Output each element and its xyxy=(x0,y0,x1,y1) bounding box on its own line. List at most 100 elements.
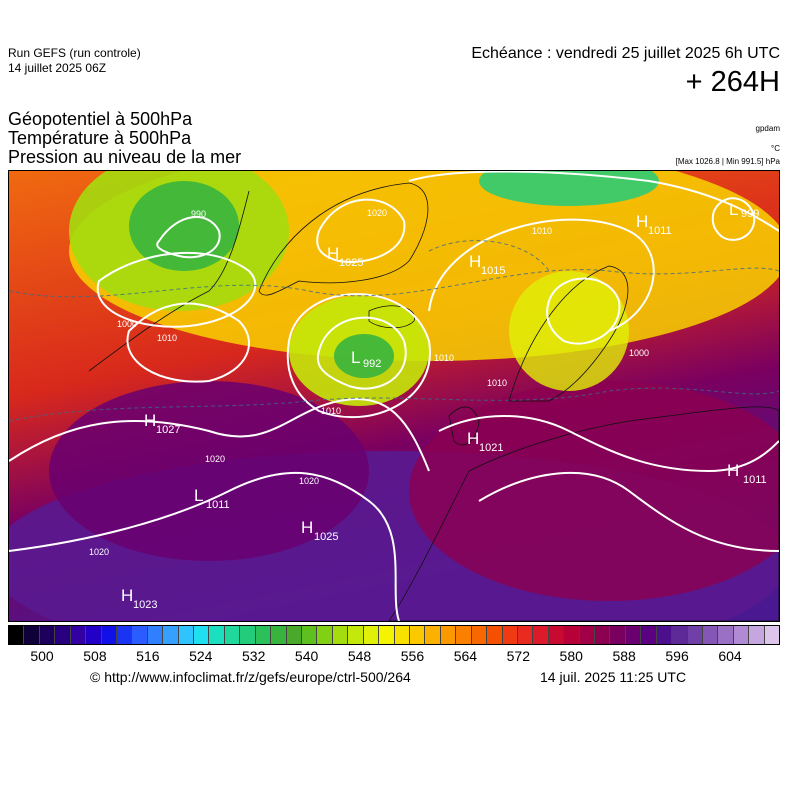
isobar-label: 1010 xyxy=(157,333,177,343)
scale-swatch xyxy=(425,626,441,644)
scale-swatch xyxy=(163,626,179,644)
center-letter: L xyxy=(729,200,738,219)
center-letter: H xyxy=(467,429,479,448)
greenland-coast xyxy=(258,182,429,296)
center-letter: L xyxy=(351,348,360,367)
scale-swatch xyxy=(116,626,133,644)
scale-swatch xyxy=(363,626,380,644)
warm-air-atlantic xyxy=(49,381,369,561)
scale-swatch xyxy=(379,626,395,644)
scale-tick-label: 508 xyxy=(83,648,107,664)
center-letter: H xyxy=(327,244,339,263)
scale-ticks: 500 508 516 524 532 540 548 556 564 572 580 588 596 6… xyxy=(8,648,780,666)
scale-swatch xyxy=(548,626,565,644)
scale-swatch xyxy=(718,626,734,644)
center-letter: H xyxy=(469,252,481,271)
scale-swatch xyxy=(224,626,241,644)
scale-swatch xyxy=(625,626,642,644)
run-label: Run GEFS (run controle) xyxy=(8,46,141,60)
scale-swatch xyxy=(70,626,87,644)
scale-swatch xyxy=(409,626,426,644)
scale-swatch xyxy=(147,626,164,644)
scale-swatch xyxy=(194,626,210,644)
weather-map: H 1027 L 1011 H 1025 H 1023 H 1021 L 992… xyxy=(8,170,780,622)
run-date: 14 juillet 2025 06Z xyxy=(8,61,107,75)
center-value: 1011 xyxy=(206,499,230,511)
scale-swatch xyxy=(39,626,56,644)
forecast-hours: + 264H xyxy=(685,66,780,98)
center-value: 1015 xyxy=(481,265,505,277)
isobar-1000-scandinavia xyxy=(546,277,621,345)
center-value: 1011 xyxy=(648,225,672,237)
isobar-1020-north xyxy=(408,171,779,232)
scale-swatch xyxy=(132,626,148,644)
scale-swatch xyxy=(456,626,472,644)
north-america-coast xyxy=(88,190,250,372)
trough-core-iceland xyxy=(334,334,394,378)
scale-tick-label: 516 xyxy=(136,648,160,664)
isobar-label: 1020 xyxy=(89,547,109,557)
scale-swatch xyxy=(564,626,580,644)
map-canvas: H 1027 L 1011 H 1025 H 1023 H 1021 L 992… xyxy=(9,171,779,621)
scale-swatch xyxy=(9,626,25,644)
scale-swatch xyxy=(286,626,303,644)
trough-core-west xyxy=(129,181,239,271)
scale-swatch xyxy=(641,626,657,644)
geopotential-3 xyxy=(428,240,550,272)
scale-swatch xyxy=(687,626,703,644)
scale-swatch xyxy=(317,626,333,644)
center-value: 1025 xyxy=(314,531,338,543)
scale-swatch xyxy=(178,626,195,644)
trough-scandinavia xyxy=(509,271,629,391)
scale-swatch xyxy=(271,626,287,644)
scale-swatch xyxy=(86,626,102,644)
unit-celsius: °C xyxy=(771,144,780,153)
created-time: 14 juil. 2025 11:25 UTC xyxy=(540,669,687,685)
britain-coast xyxy=(448,406,480,446)
center-letter: H xyxy=(727,461,739,480)
isobar-1020-europe xyxy=(478,471,779,552)
center-letter: H xyxy=(636,212,648,231)
center-value: 1011 xyxy=(743,474,767,486)
isobar-label: 1020 xyxy=(299,476,319,486)
isobar-label: 1010 xyxy=(532,226,552,236)
scale-swatch xyxy=(55,626,71,644)
pressure-centers: H 1027 L 1011 H 1025 H 1023 H 1021 L 992… xyxy=(121,200,767,611)
scale-tick-label: 572 xyxy=(506,648,530,664)
isobars xyxy=(9,171,779,621)
scale-tick-label: 524 xyxy=(189,648,213,664)
scale-tick-label: 596 xyxy=(665,648,689,664)
isobar-label: 1010 xyxy=(321,406,341,416)
isobar-labels: 990 1000 1010 1020 1010 1020 1020 1010 1… xyxy=(89,208,649,557)
center-value: 999 xyxy=(741,208,759,220)
isobar-1010-europe xyxy=(438,415,779,473)
isobar-label: 1020 xyxy=(205,454,225,464)
trough-north xyxy=(479,171,659,206)
center-value: 1023 xyxy=(133,599,157,611)
center-value: 1027 xyxy=(156,424,180,436)
scale-tick-label: 604 xyxy=(718,648,742,664)
scale-tick-label: 556 xyxy=(400,648,425,664)
isobar-1010-iceland xyxy=(286,293,431,419)
warm-air-europe xyxy=(409,381,779,601)
scale-tick-label: 580 xyxy=(559,648,583,664)
center-letter: H xyxy=(144,411,156,430)
isobar-label: 1000 xyxy=(117,319,137,329)
geopotential-1 xyxy=(9,387,779,422)
isobar-1000-west xyxy=(96,251,257,328)
center-letter: H xyxy=(301,518,313,537)
center-letter: H xyxy=(121,586,133,605)
scale-swatch xyxy=(440,626,457,644)
isobar-label: 1010 xyxy=(434,353,454,363)
title-temperature: Température à 500hPa xyxy=(8,128,192,148)
scale-swatch xyxy=(348,626,364,644)
center-value: 992 xyxy=(363,358,381,370)
center-letter: L xyxy=(194,486,203,505)
scale-swatch xyxy=(656,626,673,644)
title-pressure: Pression au niveau de la mer xyxy=(8,147,242,167)
scale-swatch xyxy=(610,626,626,644)
scale-swatch xyxy=(487,626,503,644)
scandinavia-coast xyxy=(508,265,629,402)
scale-swatch xyxy=(579,626,596,644)
isobar-1020-b xyxy=(9,471,400,621)
